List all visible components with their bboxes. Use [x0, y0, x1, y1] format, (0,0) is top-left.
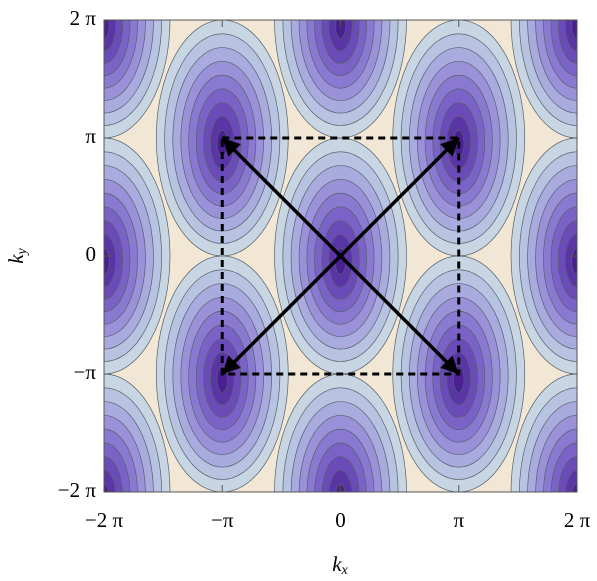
y-tick-label: 2 π	[70, 6, 97, 30]
x-tick-label: 2 π	[564, 508, 591, 532]
contour-well	[510, 20, 577, 139]
y-label-sub: y	[15, 247, 30, 256]
x-axis-label: kx	[332, 552, 348, 578]
contour-level	[571, 247, 577, 275]
x-label-sub: x	[341, 563, 349, 578]
x-tick-label: −π	[211, 508, 234, 532]
arrow	[221, 136, 460, 376]
y-label-main: k	[4, 254, 28, 264]
x-tick-label: 0	[335, 508, 346, 532]
contour-well	[104, 137, 171, 375]
contour-level	[334, 20, 347, 39]
y-axis-label: ky	[4, 247, 30, 263]
contour-well	[274, 373, 407, 492]
x-tick-label: −2 π	[85, 508, 124, 532]
contour-well	[104, 373, 171, 492]
x-label-main: k	[332, 552, 342, 576]
contour-level	[328, 470, 353, 492]
contour-well	[510, 373, 577, 492]
contour-well	[510, 137, 577, 375]
contour-level	[571, 483, 577, 492]
y-tick-label: π	[85, 124, 96, 148]
contour-level	[564, 234, 577, 288]
y-tick-label: −2 π	[58, 478, 97, 502]
contour-level	[571, 20, 577, 39]
contour-well	[274, 20, 407, 139]
contour-well	[104, 20, 171, 139]
plot-area	[104, 20, 577, 492]
y-tick-label: 0	[86, 242, 97, 266]
x-tick-label: π	[453, 508, 464, 532]
y-tick-label: −π	[74, 360, 97, 384]
